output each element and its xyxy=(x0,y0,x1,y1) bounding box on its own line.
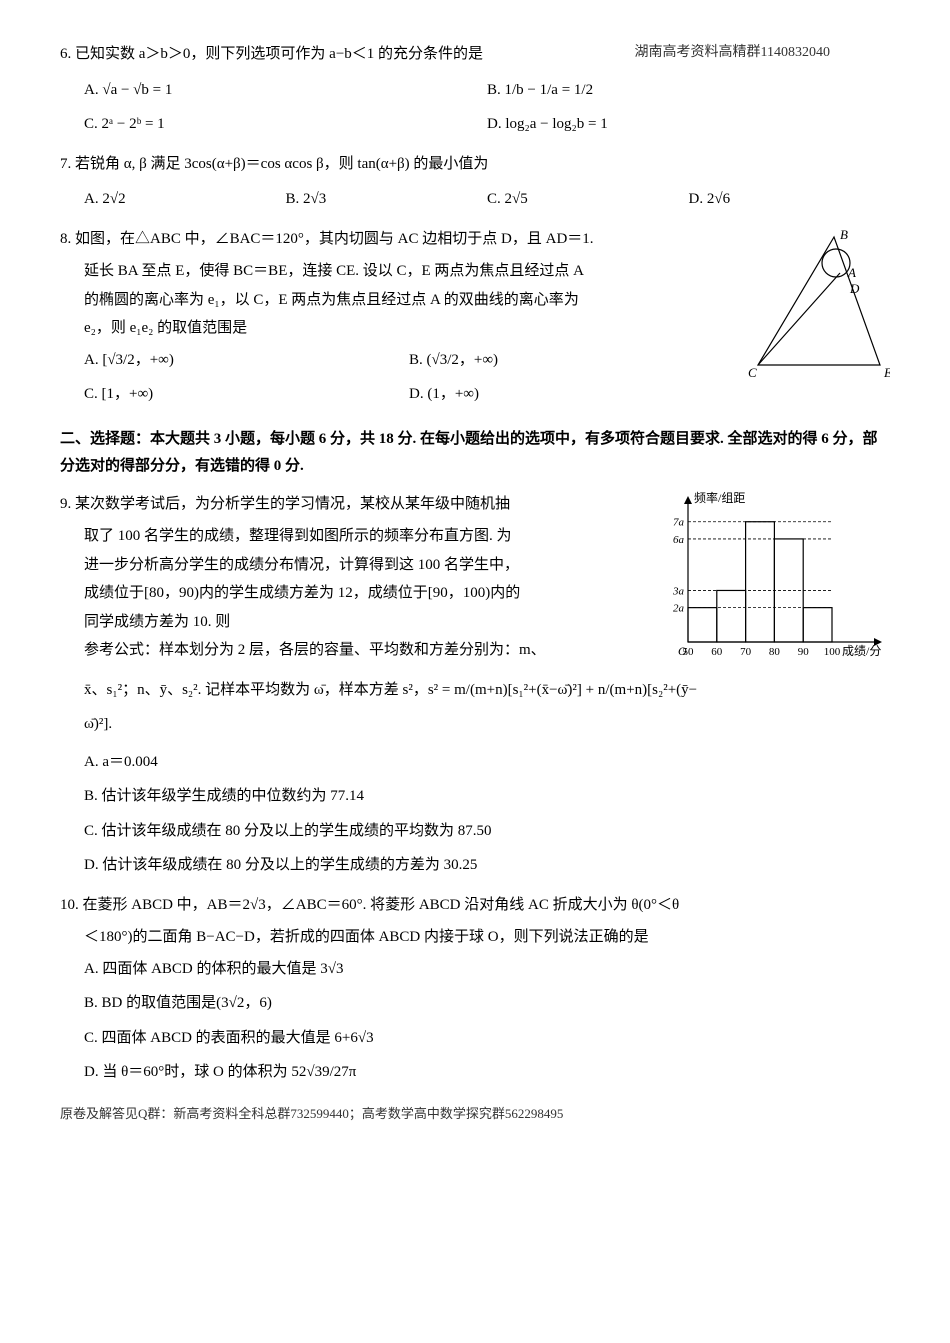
q9-opt-b: B. 估计该年级学生成绩的中位数约为 77.14 xyxy=(84,779,890,814)
svg-text:B: B xyxy=(840,227,848,242)
svg-text:O: O xyxy=(678,644,687,658)
q8-figure: B AD C E xyxy=(740,225,890,385)
svg-text:频率/组距: 频率/组距 xyxy=(694,490,745,505)
svg-text:2a: 2a xyxy=(673,602,685,614)
histogram-chart: 2a3a6a7a5060708090100O频率/组距成绩/分 xyxy=(650,490,890,670)
svg-text:3a: 3a xyxy=(672,585,685,597)
q9-figure: 2a3a6a7a5060708090100O频率/组距成绩/分 xyxy=(650,490,890,670)
q9-opt-d: D. 估计该年级成绩在 80 分及以上的学生成绩的方差为 30.25 xyxy=(84,848,890,883)
q7-num: 7. xyxy=(60,156,71,172)
svg-text:6a: 6a xyxy=(673,533,685,545)
q8-line3: 的椭圆的离心率为 e₁，以 C，E 两点为焦点且经过点 A 的双曲线的离心率为 xyxy=(84,286,734,315)
q10-opt-d: D. 当 θ＝60°时，球 O 的体积为 52√39/27π xyxy=(84,1055,890,1090)
svg-text:A: A xyxy=(847,265,856,280)
svg-text:80: 80 xyxy=(769,646,781,658)
svg-text:7a: 7a xyxy=(673,516,685,528)
q9-line6: 参考公式：样本划分为 2 层，各层的容量、平均数和方差分别为：m、 xyxy=(84,636,644,665)
svg-text:D: D xyxy=(849,281,860,296)
q9-line2: 取了 100 名学生的成绩，整理得到如图所示的频率分布直方图. 为 xyxy=(84,522,644,551)
q9-formula2: ω̄)²]. xyxy=(84,710,890,739)
question-6: 6. 已知实数 a＞b＞0，则下列选项可作为 a−b＜1 的充分条件的是 A. … xyxy=(60,40,890,142)
q9-opt-a: A. a＝0.004 xyxy=(84,745,890,780)
q7-text: 7. 若锐角 α, β 满足 3cos(α+β)＝cos αcos β，则 ta… xyxy=(60,150,890,179)
svg-text:90: 90 xyxy=(798,646,810,658)
q9-line3: 进一步分析高分学生的成绩分布情况，计算得到这 100 名学生中， xyxy=(84,551,644,580)
svg-text:E: E xyxy=(883,365,890,380)
footer-watermark: 原卷及解答见Q群：新高考资料全科总群732599440；高考数学高中数学探究群5… xyxy=(60,1102,890,1127)
q8-opt-b: B. (√3/2，+∞) xyxy=(409,343,734,378)
q9-line4: 成绩位于[80，90)内的学生成绩方差为 12，成绩位于[90，100)内的 xyxy=(84,579,644,608)
q8-opt-c: C. [1，+∞) xyxy=(84,377,409,412)
q8-line1: 8. 如图，在△ABC 中，∠BAC＝120°，其内切圆与 AC 边相切于点 D… xyxy=(60,225,734,254)
q10-opt-c: C. 四面体 ABCD 的表面积的最大值是 6+6√3 xyxy=(84,1021,890,1056)
q9-line5: 同学成绩方差为 10. 则 xyxy=(84,608,644,637)
q7-opt-a: A. 2√2 xyxy=(84,182,286,217)
question-9: 9. 某次数学考试后，为分析学生的学习情况，某校从某年级中随机抽 取了 100 … xyxy=(60,490,890,883)
svg-text:成绩/分: 成绩/分 xyxy=(842,644,881,658)
section-2-header: 二、选择题：本大题共 3 小题，每小题 6 分，共 18 分. 在每小题给出的选… xyxy=(60,426,890,480)
q9-formula: x̄、s₁²；n、ȳ、s₂². 记样本平均数为 ω̄，样本方差 s²，s² = … xyxy=(84,676,890,705)
q7-opt-d: D. 2√6 xyxy=(689,182,891,217)
q10-num: 10. xyxy=(60,897,79,913)
question-7: 7. 若锐角 α, β 满足 3cos(α+β)＝cos αcos β，则 ta… xyxy=(60,150,890,217)
q8-opt-a: A. [√3/2，+∞) xyxy=(84,343,409,378)
q7-opt-b: B. 2√3 xyxy=(286,182,488,217)
q10-opt-b: B. BD 的取值范围是(3√2，6) xyxy=(84,986,890,1021)
q7-stem: 若锐角 α, β 满足 3cos(α+β)＝cos αcos β，则 tan(α… xyxy=(75,156,488,172)
q10-line1: 10. 在菱形 ABCD 中，AB＝2√3，∠ABC＝60°. 将菱形 ABCD… xyxy=(60,891,890,920)
q8-num: 8. xyxy=(60,231,71,247)
q6-opt-c: C. 2ᵃ − 2ᵇ = 1 xyxy=(84,107,487,142)
q6-num: 6. xyxy=(60,46,71,62)
svg-text:C: C xyxy=(748,365,757,380)
question-10: 10. 在菱形 ABCD 中，AB＝2√3，∠ABC＝60°. 将菱形 ABCD… xyxy=(60,891,890,1090)
q6-opt-a: A. √a − √b = 1 xyxy=(84,73,487,108)
q10-line2: ＜180°)的二面角 B−AC−D，若折成的四面体 ABCD 内接于球 O，则下… xyxy=(84,923,890,952)
q9-num: 9. xyxy=(60,496,71,512)
triangle-diagram: B AD C E xyxy=(740,225,890,385)
q9-options: A. a＝0.004 B. 估计该年级学生成绩的中位数约为 77.14 C. 估… xyxy=(84,745,890,883)
q9-opt-c: C. 估计该年级成绩在 80 分及以上的学生成绩的平均数为 87.50 xyxy=(84,814,890,849)
q8-line4: e₂，则 e₁e₂ 的取值范围是 xyxy=(84,314,734,343)
q7-opt-c: C. 2√5 xyxy=(487,182,689,217)
q6-text: 6. 已知实数 a＞b＞0，则下列选项可作为 a−b＜1 的充分条件的是 xyxy=(60,40,890,69)
q6-options: A. √a − √b = 1 B. 1/b − 1/a = 1/2 C. 2ᵃ … xyxy=(84,73,890,142)
q6-opt-b: B. 1/b − 1/a = 1/2 xyxy=(487,73,890,108)
svg-text:60: 60 xyxy=(711,646,723,658)
q7-options: A. 2√2 B. 2√3 C. 2√5 D. 2√6 xyxy=(84,182,890,217)
q10-options: A. 四面体 ABCD 的体积的最大值是 3√3 B. BD 的取值范围是(3√… xyxy=(84,952,890,1090)
q8-line2: 延长 BA 至点 E，使得 BC＝BE，连接 CE. 设以 C，E 两点为焦点且… xyxy=(84,257,734,286)
q8-options: A. [√3/2，+∞) B. (√3/2，+∞) C. [1，+∞) D. (… xyxy=(84,343,734,412)
q9-line1: 9. 某次数学考试后，为分析学生的学习情况，某校从某年级中随机抽 xyxy=(60,490,644,519)
q6-opt-d: D. log₂a − log₂b = 1 xyxy=(487,107,890,142)
question-8: 8. 如图，在△ABC 中，∠BAC＝120°，其内切圆与 AC 边相切于点 D… xyxy=(60,225,890,412)
svg-text:100: 100 xyxy=(824,646,841,658)
q8-opt-d: D. (1，+∞) xyxy=(409,377,734,412)
q6-stem: 已知实数 a＞b＞0，则下列选项可作为 a−b＜1 的充分条件的是 xyxy=(75,46,483,62)
q10-opt-a: A. 四面体 ABCD 的体积的最大值是 3√3 xyxy=(84,952,890,987)
svg-text:70: 70 xyxy=(740,646,752,658)
